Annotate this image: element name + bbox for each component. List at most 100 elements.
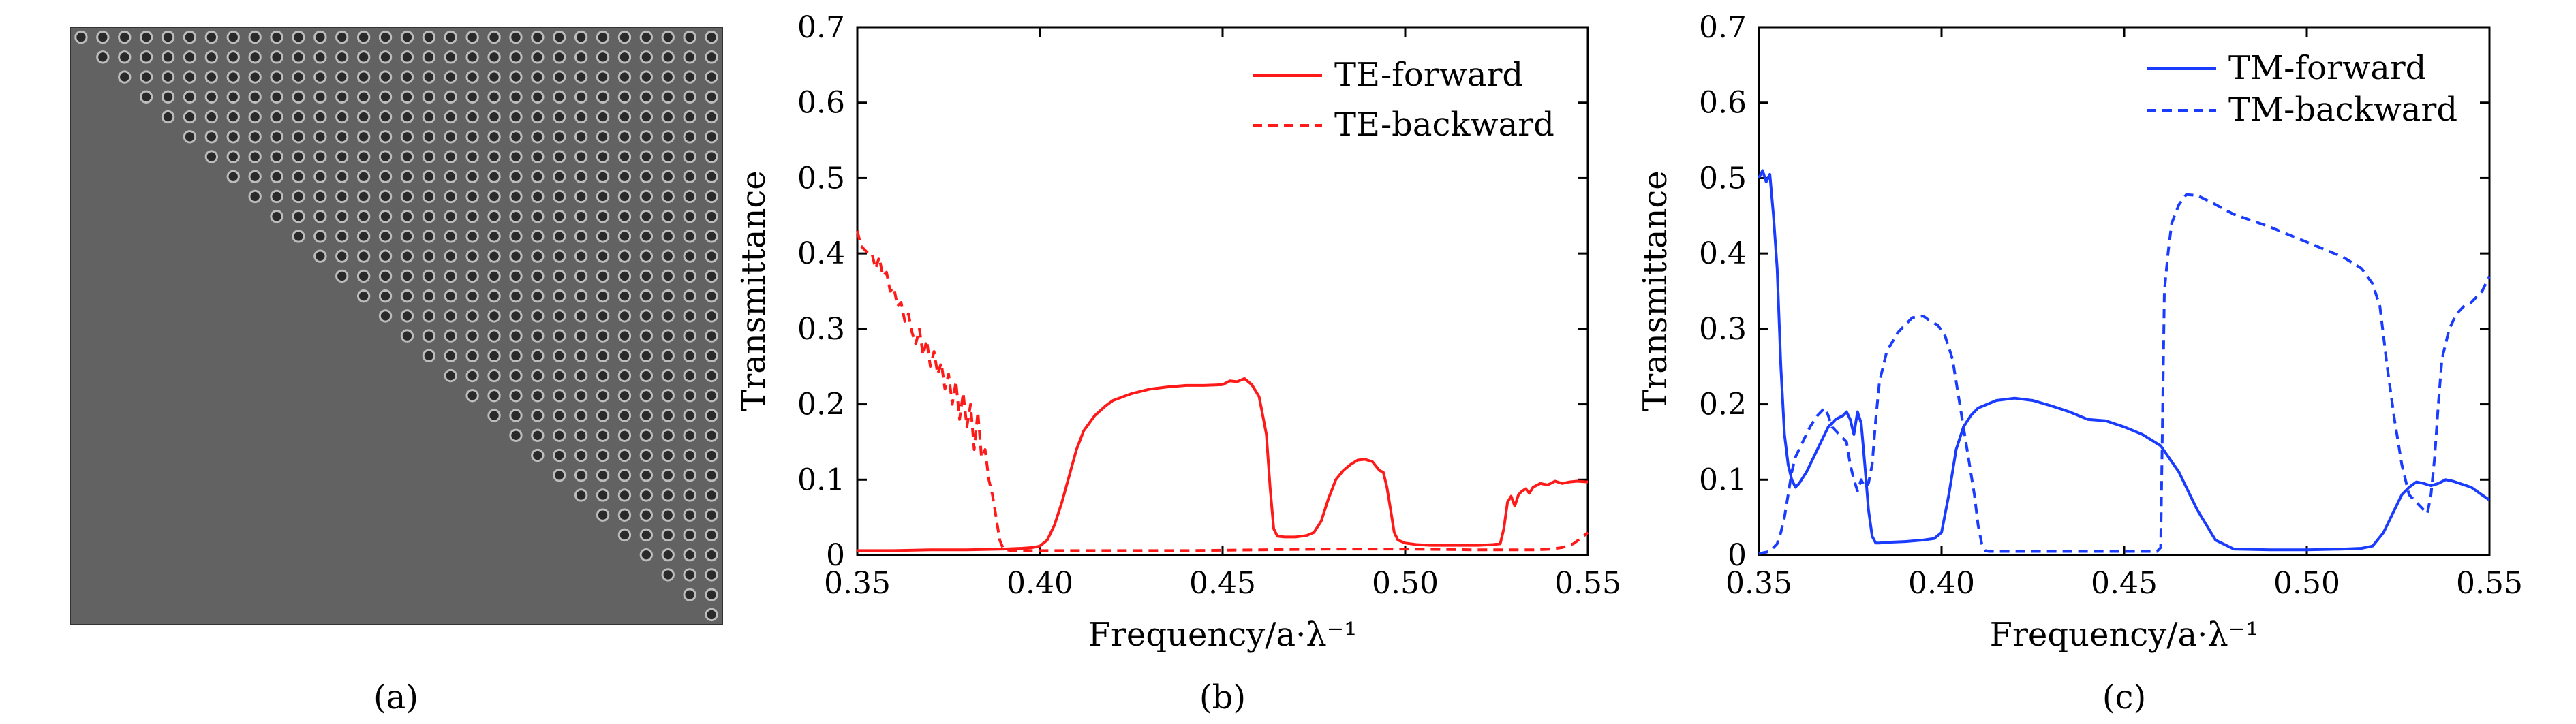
- hole: [183, 90, 197, 104]
- hole: [292, 230, 305, 243]
- hole: [683, 110, 696, 124]
- hole: [248, 130, 262, 144]
- hole: [553, 329, 566, 343]
- hole: [531, 110, 545, 124]
- hole: [596, 389, 610, 403]
- hole: [574, 30, 588, 44]
- y-tick-label-c: 0.5: [1699, 161, 1747, 195]
- hole: [400, 50, 414, 64]
- hole: [531, 150, 545, 163]
- hole: [161, 90, 175, 104]
- hole: [444, 130, 457, 144]
- hole: [596, 50, 610, 64]
- hole: [335, 30, 349, 44]
- hole: [596, 329, 610, 343]
- hole: [553, 409, 566, 422]
- y-tick-label-c: 0.4: [1699, 236, 1747, 271]
- hole: [248, 90, 262, 104]
- hole: [356, 269, 371, 283]
- hole: [531, 249, 545, 263]
- hole: [509, 389, 523, 403]
- hole: [335, 210, 349, 223]
- series-line-te-backward: [856, 230, 1589, 552]
- hole: [553, 30, 566, 44]
- hole: [422, 269, 436, 283]
- hole: [705, 150, 718, 163]
- hole: [444, 368, 457, 383]
- hole: [487, 150, 501, 163]
- hole: [422, 189, 436, 204]
- hole: [683, 189, 696, 204]
- hole: [683, 210, 696, 223]
- hole: [313, 230, 327, 243]
- hole: [596, 110, 610, 124]
- hole: [596, 469, 610, 482]
- hole: [509, 230, 523, 243]
- x-tick-label-b: 0.55: [1554, 566, 1621, 601]
- hole: [617, 428, 632, 442]
- hole: [639, 90, 654, 104]
- y-tick-label-b: 0.7: [797, 10, 845, 45]
- hole: [400, 150, 414, 163]
- hole: [531, 448, 545, 462]
- hole: [226, 90, 240, 104]
- hole: [705, 249, 718, 263]
- hole: [661, 30, 675, 44]
- hole: [400, 309, 414, 323]
- panel-label-b: (b): [1199, 678, 1246, 717]
- hole: [617, 130, 632, 144]
- hole: [661, 469, 675, 482]
- hole: [292, 130, 305, 144]
- hole: [574, 150, 588, 163]
- hole: [248, 70, 262, 84]
- hole: [574, 269, 588, 283]
- hole: [356, 230, 371, 243]
- hole: [617, 409, 632, 422]
- hole: [553, 110, 566, 124]
- hole: [509, 409, 523, 422]
- y-tick-label-b: 0.5: [797, 161, 845, 195]
- hole: [531, 269, 545, 283]
- hole: [596, 170, 610, 183]
- hole: [183, 30, 197, 44]
- hole: [509, 289, 523, 303]
- hole: [378, 289, 393, 303]
- hole: [356, 70, 371, 84]
- hole: [118, 30, 132, 44]
- x-tick-label-c: 0.35: [1726, 566, 1792, 601]
- hole: [313, 30, 327, 44]
- hole: [509, 70, 523, 84]
- panel-c-chart: 0.35 0.40 0.45 0.50 0.55 0 0.1 0.2 0.3 0.4 0.5 0.6 0…: [1636, 10, 2523, 717]
- hole: [292, 189, 305, 204]
- hole: [400, 70, 414, 84]
- hole: [596, 349, 610, 363]
- y-axis-label-c: Transmittance: [1636, 170, 1674, 411]
- hole: [509, 110, 523, 124]
- hole: [465, 389, 479, 403]
- y-tick-label-c: 0.1: [1699, 462, 1747, 497]
- hole: [661, 170, 675, 183]
- hole: [661, 368, 675, 383]
- hole: [596, 368, 610, 383]
- hole: [574, 389, 588, 403]
- hole: [204, 50, 219, 64]
- hole: [661, 329, 675, 343]
- hole: [639, 189, 654, 204]
- hole: [617, 269, 632, 283]
- hole: [292, 70, 305, 84]
- hole: [444, 30, 457, 44]
- hole: [639, 210, 654, 223]
- legend-b: TE-forward TE-backward: [1253, 56, 1554, 144]
- hole: [509, 150, 523, 163]
- hole: [487, 368, 501, 383]
- hole: [574, 409, 588, 422]
- hole: [465, 269, 479, 283]
- hole: [444, 349, 457, 363]
- hole: [400, 230, 414, 243]
- hole: [270, 70, 283, 84]
- hole: [683, 329, 696, 343]
- hole: [617, 448, 632, 462]
- hole: [705, 309, 718, 323]
- hole: [183, 70, 197, 84]
- hole: [335, 90, 349, 104]
